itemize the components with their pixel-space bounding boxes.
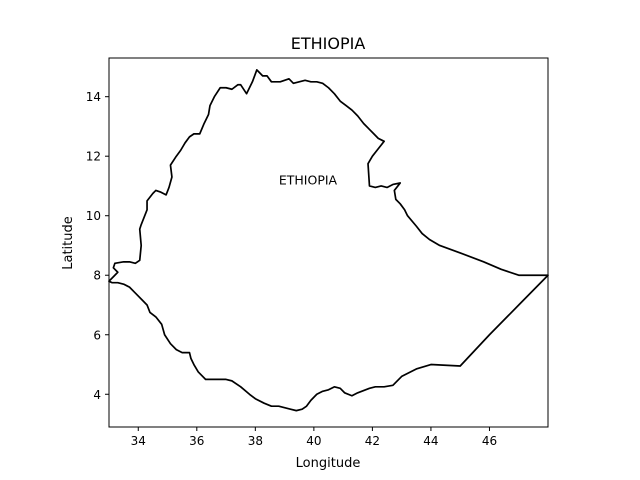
x-tick-label: 34 bbox=[131, 434, 146, 448]
y-tick-label: 6 bbox=[93, 328, 101, 342]
ethiopia-border-line bbox=[108, 69, 549, 412]
x-axis-ticks: 34 36 38 40 42 44 46 bbox=[131, 427, 497, 448]
y-axis-label: Latitude bbox=[61, 216, 76, 270]
y-tick-label: 14 bbox=[86, 90, 101, 104]
y-tick-label: 8 bbox=[93, 269, 101, 283]
y-axis-ticks: 4 6 8 10 12 14 bbox=[86, 90, 109, 402]
plot-area bbox=[108, 57, 549, 428]
x-tick-label: 42 bbox=[365, 434, 380, 448]
plot-background bbox=[109, 58, 548, 427]
x-tick-label: 46 bbox=[482, 434, 497, 448]
x-tick-label: 40 bbox=[306, 434, 321, 448]
x-axis-label: Longitude bbox=[296, 456, 361, 471]
x-tick-label: 44 bbox=[423, 434, 438, 448]
x-tick-label: 36 bbox=[189, 434, 204, 448]
chart-title: ETHIOPIA bbox=[291, 34, 366, 53]
country-annotation: ETHIOPIA bbox=[279, 173, 338, 188]
y-tick-label: 12 bbox=[86, 150, 101, 164]
x-tick-label: 38 bbox=[248, 434, 263, 448]
y-tick-label: 4 bbox=[93, 388, 101, 402]
y-tick-label: 10 bbox=[86, 209, 101, 223]
axes-frame bbox=[108, 57, 549, 428]
